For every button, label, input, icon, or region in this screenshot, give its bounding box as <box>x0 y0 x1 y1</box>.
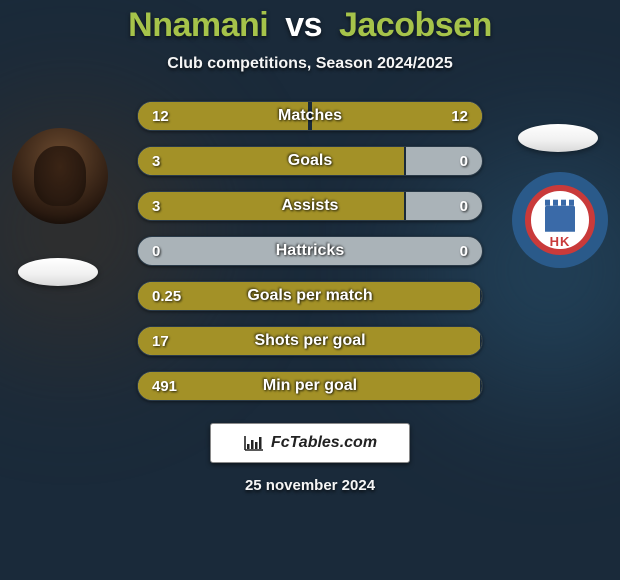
stat-row: 30Goals <box>137 146 483 176</box>
stat-row: 0 0Hattricks <box>137 236 483 266</box>
source-label: FcTables.com <box>271 434 377 452</box>
stat-row: 30Assists <box>137 191 483 221</box>
page-title: Nnamani vs Jacobsen <box>128 6 492 45</box>
content-wrapper: Nnamani vs Jacobsen Club competitions, S… <box>0 0 620 580</box>
club-badge-text: HK <box>525 234 595 249</box>
stat-fill-left <box>138 327 482 355</box>
stat-fill-left <box>138 192 406 220</box>
stat-row: 17Shots per goal <box>137 326 483 356</box>
player1-name: Nnamani <box>128 6 268 44</box>
stat-row: 1212Matches <box>137 101 483 131</box>
stat-fill-left <box>138 282 482 310</box>
player2-flag <box>518 124 598 152</box>
stat-fill-left <box>138 102 310 130</box>
player1-flag <box>18 258 98 286</box>
stat-value-right: 0 <box>460 147 468 175</box>
stat-value-right: 0 <box>460 192 468 220</box>
footer-date: 25 november 2024 <box>245 477 375 494</box>
player2-name: Jacobsen <box>339 6 492 44</box>
stat-value-left: 0 <box>152 237 160 265</box>
stat-row: 491Min per goal <box>137 371 483 401</box>
club-badge-icon: HK <box>525 185 595 255</box>
chart-icon <box>243 434 265 452</box>
stat-value-right: 0 <box>460 237 468 265</box>
stat-fill-left <box>138 372 482 400</box>
stat-fill-left <box>138 147 406 175</box>
subtitle: Club competitions, Season 2024/2025 <box>167 55 452 73</box>
stat-bars: 1212Matches30Goals30Assists00Hattricks0.… <box>137 101 483 401</box>
player1-portrait <box>12 128 108 224</box>
source-badge: FcTables.com <box>210 423 410 463</box>
stat-fill-right <box>310 102 482 130</box>
stat-row: 0.25Goals per match <box>137 281 483 311</box>
vs-text: vs <box>285 6 322 44</box>
stat-label: Hattricks <box>138 237 482 265</box>
player2-club-badge: HK <box>512 172 608 268</box>
